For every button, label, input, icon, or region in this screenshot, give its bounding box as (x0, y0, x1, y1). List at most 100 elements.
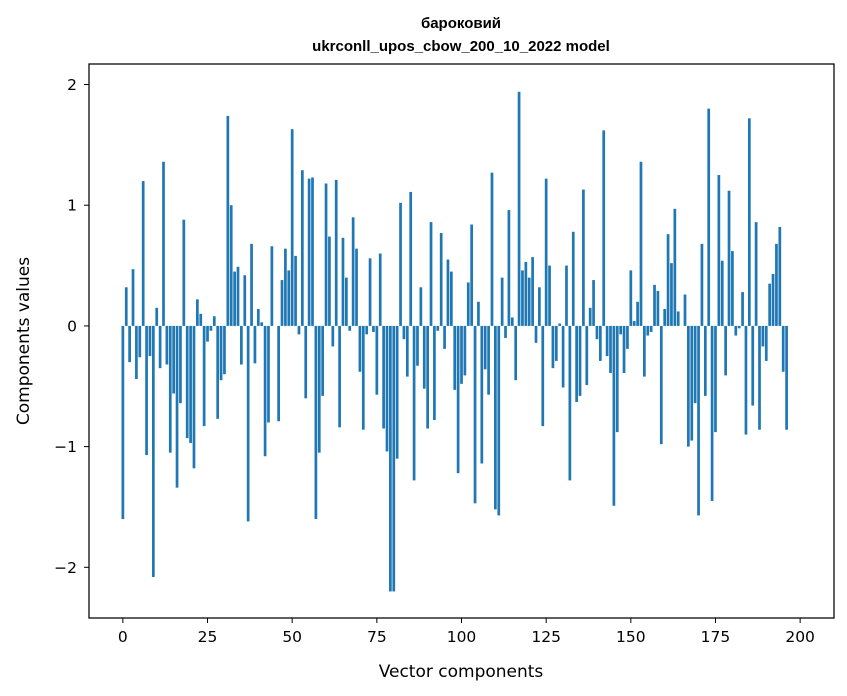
bar-157 (653, 284, 656, 326)
bar-196 (785, 325, 788, 430)
bar-104 (473, 325, 477, 504)
bar-129 (558, 323, 562, 326)
bar-132 (568, 325, 572, 481)
bar-141 (598, 325, 602, 361)
bar-180 (731, 251, 734, 326)
bar-40 (256, 309, 260, 326)
bar-60 (324, 183, 328, 326)
bar-13 (165, 325, 169, 365)
bar-56 (311, 177, 314, 326)
x-tick-label: 175 (701, 628, 731, 646)
bar-110 (494, 325, 497, 510)
bar-90 (426, 325, 429, 429)
bar-138 (588, 307, 592, 326)
bar-158 (656, 290, 660, 326)
bar-153 (639, 161, 643, 326)
bar-66 (345, 277, 348, 326)
bar-118 (521, 270, 524, 326)
bar-187 (754, 222, 758, 326)
bar-134 (575, 325, 578, 402)
bar-152 (636, 301, 639, 326)
bar-123 (538, 287, 541, 326)
bar-41 (260, 322, 264, 326)
bar-146 (615, 325, 619, 433)
bar-177 (720, 260, 724, 326)
bar-10 (155, 307, 159, 326)
bar-193 (775, 243, 778, 326)
bar-17 (179, 325, 182, 404)
bar-156 (649, 325, 653, 332)
bar-21 (192, 325, 196, 469)
bar-50 (290, 129, 294, 326)
bar-65 (341, 237, 345, 326)
bar-32 (229, 205, 233, 326)
bar-30 (223, 325, 226, 375)
bar-15 (172, 325, 176, 394)
bar-120 (527, 277, 531, 326)
bar-47 (280, 280, 284, 326)
y-tick-label: −2 (54, 559, 77, 577)
bar-63 (334, 179, 338, 326)
bar-2 (128, 325, 131, 363)
bar-87 (416, 325, 419, 366)
y-axis-label: Components values (14, 257, 34, 425)
bar-185 (747, 118, 751, 326)
bar-106 (480, 325, 484, 464)
bar-84 (405, 325, 409, 377)
bar-155 (646, 325, 650, 336)
bar-98 (453, 325, 457, 390)
bar-81 (395, 325, 399, 459)
bar-108 (487, 325, 490, 395)
bar-12 (162, 161, 165, 326)
bar-121 (531, 257, 534, 326)
bar-76 (378, 253, 382, 326)
bar-128 (554, 325, 558, 361)
bar-131 (565, 265, 568, 326)
bar-77 (382, 325, 385, 429)
bar-26 (209, 325, 213, 331)
chart-title: бароковий (421, 15, 501, 32)
bar-23 (199, 313, 203, 326)
bar-191 (768, 283, 772, 326)
bar-116 (514, 325, 518, 381)
bar-130 (561, 325, 565, 388)
bar-149 (626, 325, 629, 349)
bar-86 (412, 325, 416, 481)
bar-163 (673, 208, 677, 326)
x-axis-label: Vector components (379, 662, 544, 682)
x-tick-label: 0 (118, 628, 128, 646)
bar-133 (571, 231, 575, 326)
bar-166 (683, 294, 687, 326)
bar-3 (131, 269, 135, 326)
bar-186 (751, 325, 755, 406)
bar-64 (338, 325, 341, 428)
bar-136 (582, 189, 585, 326)
bar-44 (270, 246, 274, 326)
bar-171 (700, 243, 704, 326)
bar-160 (663, 309, 667, 326)
bar-75 (375, 325, 379, 395)
bar-169 (693, 325, 697, 404)
bar-89 (422, 325, 426, 389)
bar-142 (602, 130, 606, 326)
bar-51 (294, 255, 297, 326)
bar-8 (148, 325, 152, 357)
bar-70 (358, 325, 362, 372)
bar-83 (402, 325, 406, 340)
bar-29 (219, 325, 223, 381)
bar-173 (707, 108, 711, 326)
y-tick-label: 0 (67, 317, 77, 335)
bar-85 (409, 191, 413, 326)
bar-78 (385, 325, 389, 452)
bar-34 (236, 266, 240, 326)
x-tick-label: 150 (616, 628, 646, 646)
bar-25 (206, 325, 209, 342)
bar-151 (632, 321, 636, 326)
bar-150 (629, 270, 633, 326)
x-tick-label: 200 (785, 628, 815, 646)
bar-61 (328, 236, 331, 326)
bar-38 (250, 243, 253, 326)
bar-52 (297, 325, 301, 335)
bar-19 (185, 325, 189, 439)
